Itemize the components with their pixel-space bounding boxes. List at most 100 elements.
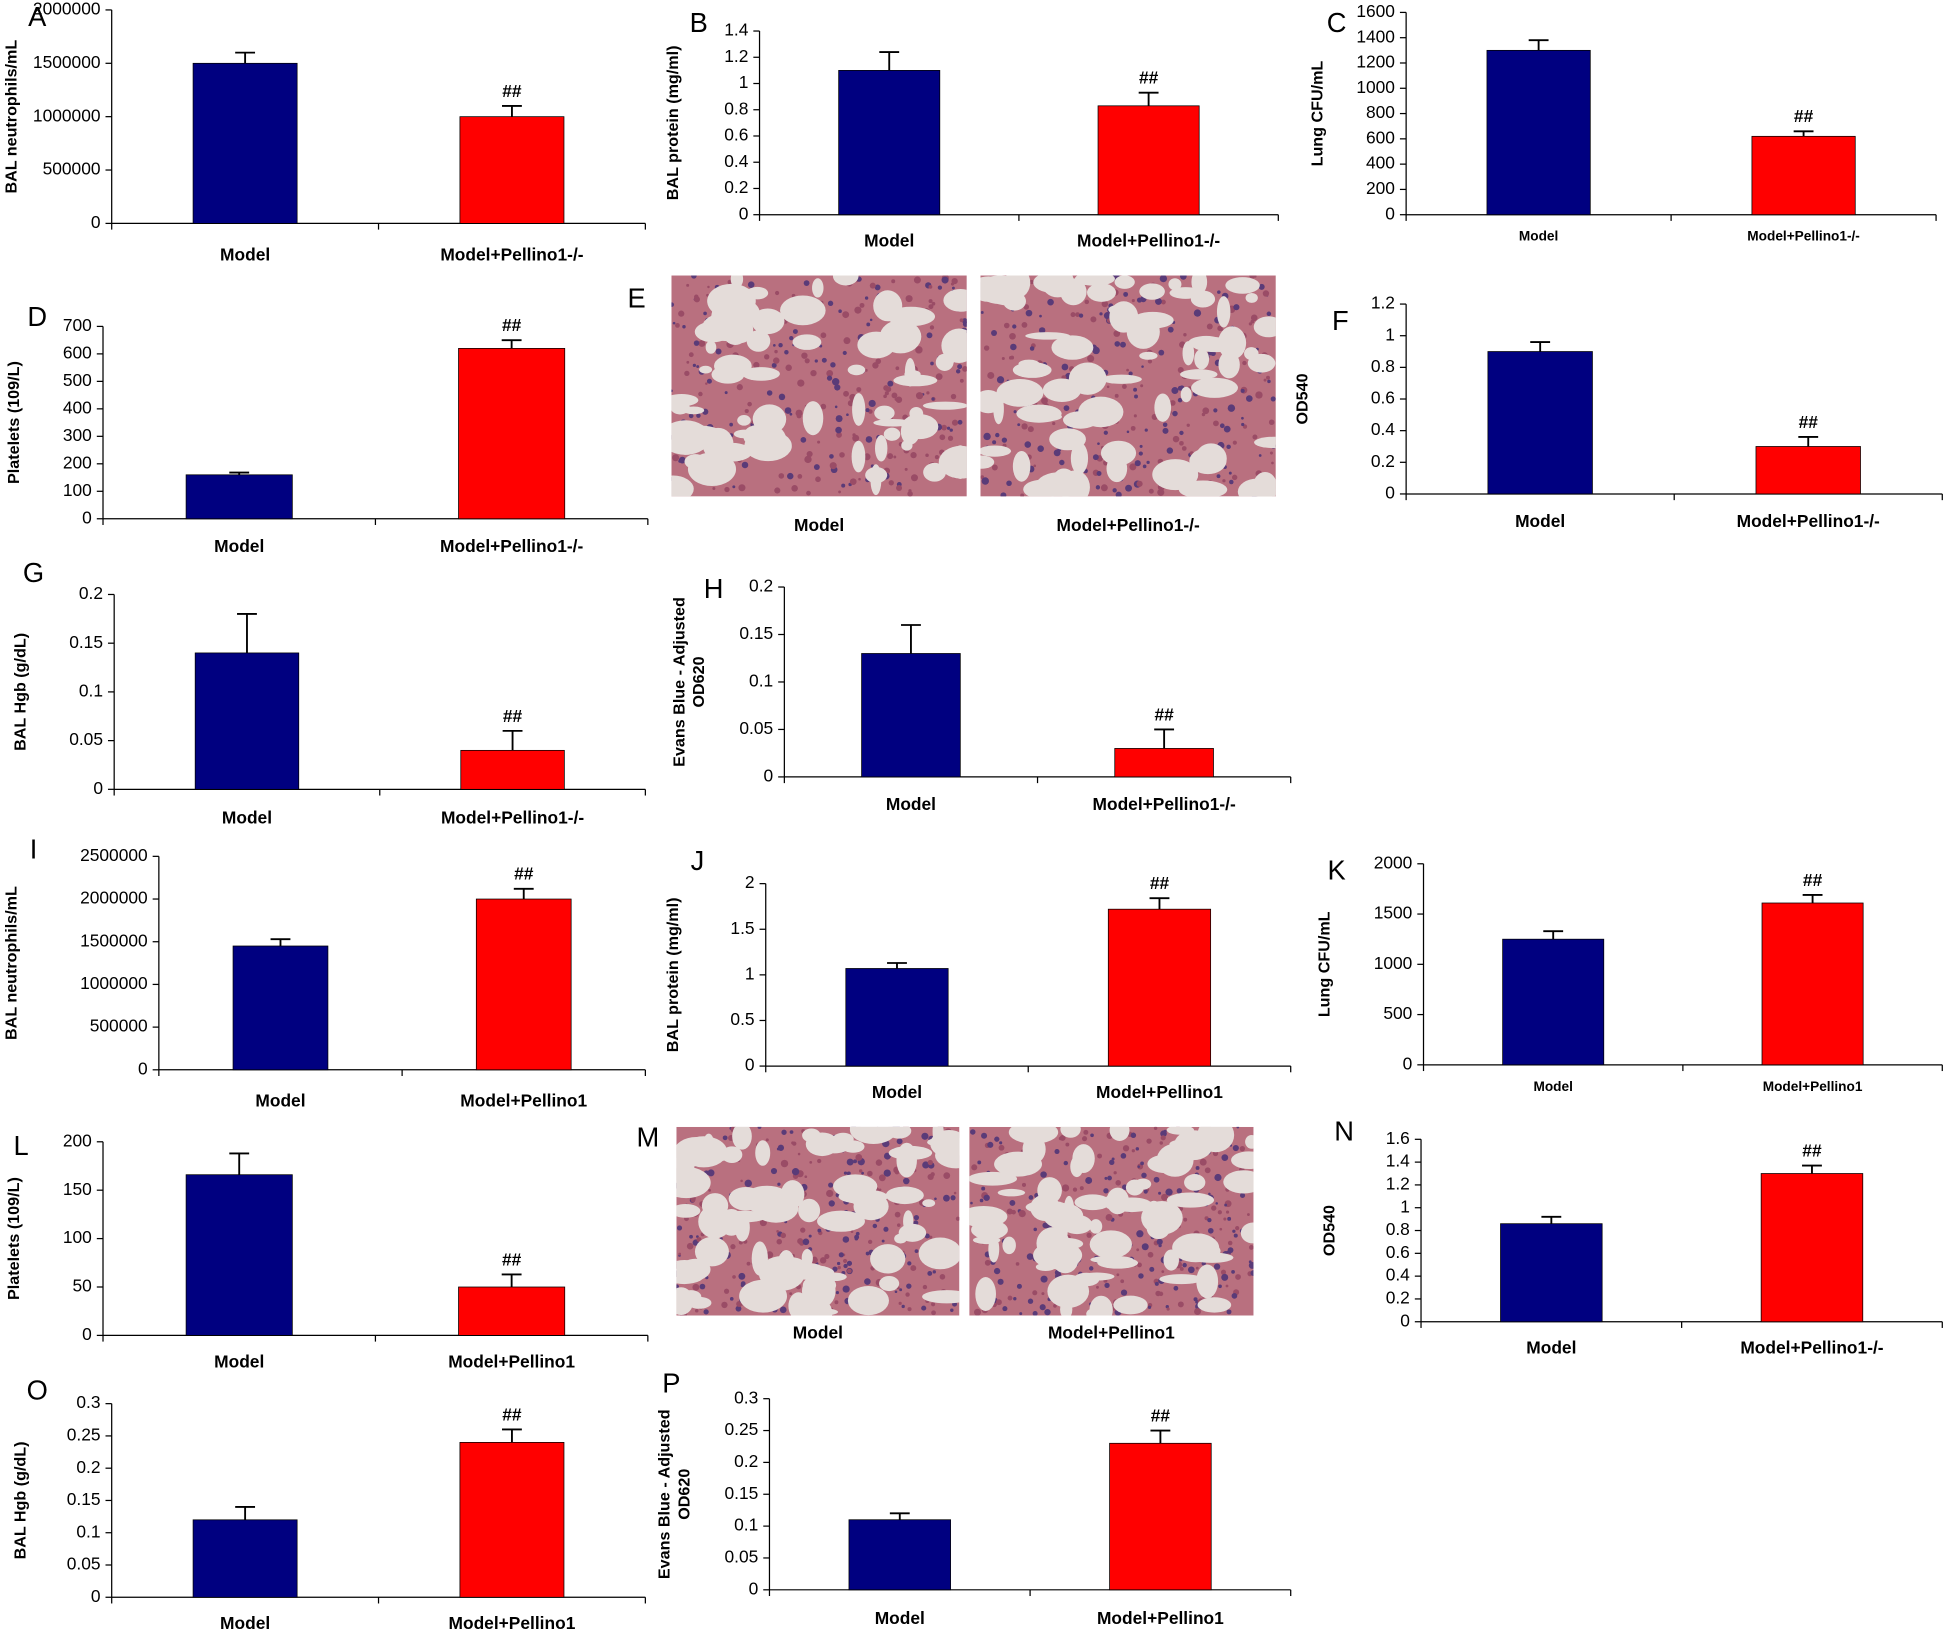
alveolus [874,405,895,421]
cell [981,1186,986,1191]
cell [887,380,894,387]
panel-letter: K [1328,855,1346,886]
y-tick-label: 2 [745,872,755,892]
cell [1167,326,1174,333]
cell [950,1195,956,1201]
y-tick-label: 0 [93,778,103,798]
cell [984,1259,991,1266]
histology-image [671,275,967,497]
cell [1082,1136,1088,1142]
cell [922,1161,930,1169]
cell [671,302,675,307]
cell [878,1188,882,1192]
alveolus [1060,278,1087,306]
cell [1158,1191,1162,1195]
error-bar [502,105,522,117]
y-tick-label: 1500000 [33,52,101,72]
y-tick-label: 0.05 [69,729,103,749]
alveolus [1012,451,1031,482]
y-tick-label: 0 [82,507,92,527]
cell [692,1283,700,1291]
cell [715,348,722,355]
x-tick-label: Model [1533,1079,1572,1094]
cell [1065,1142,1070,1147]
y-tick-label: 50 [73,1276,92,1296]
cell [757,1126,762,1129]
cell [1090,316,1097,323]
cell [1160,1135,1166,1141]
cell [789,336,794,341]
cell [835,415,843,423]
cell [1225,1210,1230,1214]
alveolus [755,1140,771,1166]
cell [826,369,834,377]
cell [866,322,871,327]
panel-letter: F [1332,305,1349,336]
cell [883,385,889,391]
cell [738,484,746,492]
alveolus [1134,1178,1152,1190]
cell [1263,378,1267,382]
significance-label: ## [1803,870,1823,890]
cell [865,408,870,413]
y-axis-label: Lung CFU/mL [1316,911,1334,1017]
cell [927,1159,933,1166]
cell [1136,480,1143,487]
error-bar [229,1152,250,1175]
cell [776,1238,783,1245]
cell [957,364,963,370]
cell [738,1272,746,1280]
cell [1183,1217,1188,1222]
cell [924,1233,930,1239]
y-tick-label: 0 [91,1586,101,1606]
cell [1233,304,1240,311]
bar [185,474,293,520]
significance-label: ## [502,1404,522,1424]
cell [1106,385,1110,389]
cell [738,1240,743,1245]
alveolus [857,331,896,359]
alveolus [733,429,755,439]
alveolus [847,1285,889,1316]
x-tick-label: Model+Pellino1-/- [440,244,583,264]
cell [1213,1263,1221,1270]
error-bar [1530,341,1551,352]
cell [773,343,776,347]
bar [458,348,566,520]
error-bar [501,339,522,349]
alveolus [1087,283,1116,302]
cell [915,392,924,400]
cell [987,1141,994,1148]
cell [766,1251,774,1259]
cell [934,455,939,460]
cell [842,350,847,356]
cell [1231,1269,1235,1274]
cell [891,392,898,399]
cell [910,1265,917,1272]
alveolus [730,275,744,289]
histology-image [969,1126,1254,1316]
x-tick-label: Model [255,1091,305,1111]
alveolus [737,415,751,426]
y-tick-label: 0.2 [1371,451,1395,471]
cell [1096,1285,1099,1289]
cell [953,1191,957,1195]
alveolus [874,434,888,462]
cell [676,1225,683,1231]
cell [1223,425,1231,433]
bar [458,1286,566,1336]
cell [1271,461,1274,465]
y-axis-label: BAL neutrophils/mL [3,40,21,194]
alveolus [746,286,769,300]
y-tick-label: 1.4 [1386,1151,1410,1171]
cell [970,1201,973,1205]
cell [980,311,984,314]
alveolus [812,278,824,298]
alveolus [851,440,866,473]
cell [842,1236,850,1243]
cell [934,1197,937,1201]
cell [926,391,930,395]
cell [1095,485,1101,490]
alveolus [702,427,734,461]
bar [838,70,941,216]
